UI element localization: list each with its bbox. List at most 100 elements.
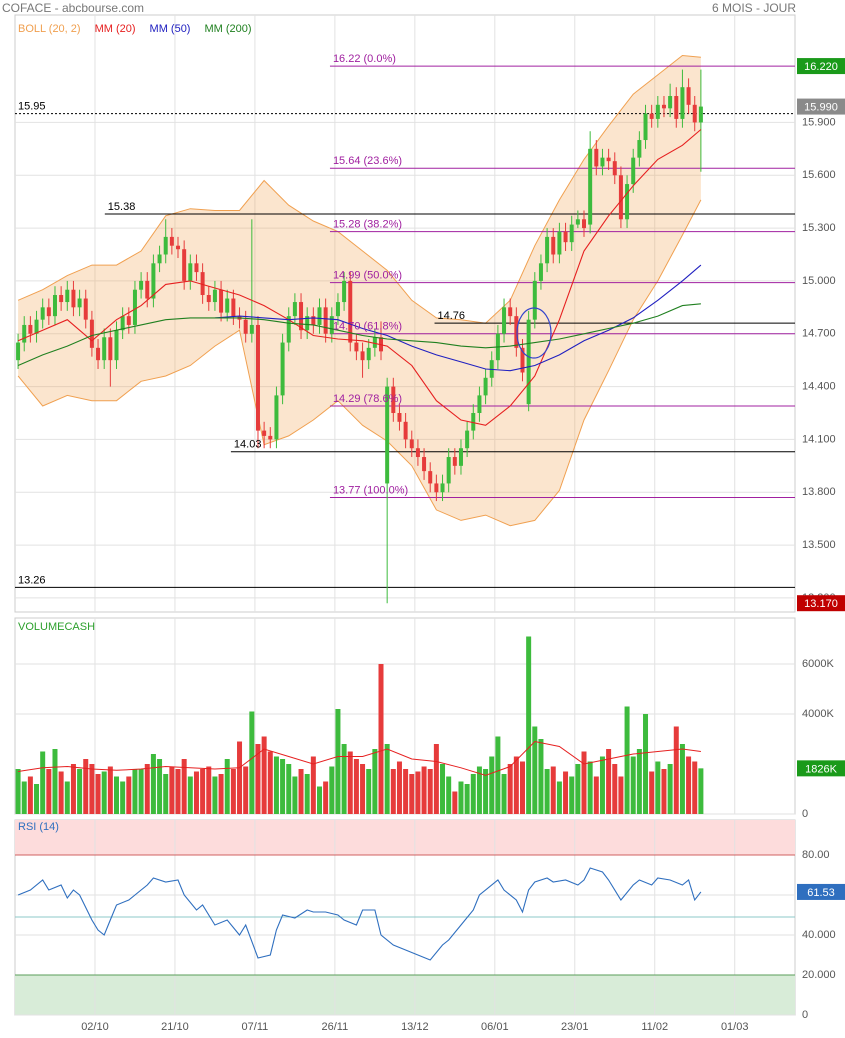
y-tick-label: 13.500 <box>802 539 836 551</box>
level-label: 13.77 (100.0%) <box>333 484 408 496</box>
candle-body <box>132 289 137 325</box>
value-badge-label: 16.220 <box>804 61 838 73</box>
candle-body <box>212 289 217 303</box>
x-tick-label: 21/10 <box>161 1021 189 1033</box>
rsi-zone <box>15 820 795 855</box>
volume-bar <box>341 744 347 814</box>
volume-bar <box>126 776 132 814</box>
moving-average <box>17 303 701 367</box>
volume-bar <box>310 756 316 814</box>
volume-bar <box>532 726 538 814</box>
volume-bar <box>544 769 550 814</box>
candle-body <box>434 483 439 493</box>
volume-bar <box>476 766 482 814</box>
volume-bar <box>316 786 322 814</box>
volume-bar <box>470 774 476 814</box>
value-badge <box>797 883 845 900</box>
volume-bar <box>673 726 679 814</box>
candle-body <box>96 347 101 361</box>
candle-body <box>465 430 470 449</box>
candle-body <box>102 337 107 361</box>
candle-body <box>606 157 611 162</box>
candle-body <box>225 298 230 313</box>
candle-body <box>89 319 94 348</box>
volume-bar <box>144 764 150 814</box>
volume-bar <box>138 769 144 814</box>
volume-bar <box>230 769 236 814</box>
candle-body <box>77 298 82 308</box>
panel-group <box>15 636 704 814</box>
value-badge-label: 15.990 <box>804 101 838 113</box>
volume-bar <box>34 784 40 814</box>
candle-body <box>188 263 193 281</box>
y-tick-label: 14.400 <box>802 380 836 392</box>
candle-body <box>243 319 248 334</box>
candle-body <box>372 337 377 348</box>
candle-body <box>317 307 322 325</box>
candle-body <box>71 289 76 308</box>
volume-bar <box>606 749 612 814</box>
volume-bar <box>113 776 119 814</box>
candle-body <box>397 413 402 422</box>
candle-body <box>268 435 273 440</box>
volume-bar <box>83 759 89 814</box>
volume-bar <box>329 766 335 814</box>
candle-body <box>551 236 556 255</box>
candle-body <box>477 395 482 413</box>
volume-bar <box>52 749 58 814</box>
candle-body <box>588 148 593 225</box>
candle-body <box>83 298 88 320</box>
candle-body <box>126 316 131 325</box>
candle-body <box>366 347 371 361</box>
volume-bar <box>280 759 286 814</box>
x-tick-label: 01/03 <box>721 1021 749 1033</box>
level-label: 16.22 (0.0%) <box>333 53 396 65</box>
candle-body <box>526 319 531 405</box>
value-badge <box>797 760 845 777</box>
volume-bar <box>483 769 489 814</box>
candle-body <box>557 231 562 255</box>
y-tick-label: 20.000 <box>802 969 836 981</box>
chart-title: COFACE - abcbourse.com <box>2 1 144 15</box>
volume-title: VOLUMECASH <box>18 621 95 633</box>
volume-bar <box>649 771 655 814</box>
volume-bar <box>353 759 359 814</box>
candle-body <box>625 184 630 220</box>
volume-bar <box>581 751 587 814</box>
volume-bar <box>489 756 495 814</box>
panel-group <box>15 854 795 976</box>
candle-body <box>299 302 304 331</box>
volume-bar <box>187 776 193 814</box>
y-tick-label: 0 <box>802 1009 808 1021</box>
volume-bar <box>372 749 378 814</box>
candle-body <box>692 104 697 123</box>
volume-bar <box>107 766 113 814</box>
volume-bar <box>686 756 692 814</box>
y-tick-label: 15.900 <box>802 116 836 128</box>
y-tick-label: 15.300 <box>802 222 836 234</box>
candle-body <box>538 263 543 281</box>
candle-body <box>415 448 420 458</box>
volume-bar <box>507 764 513 814</box>
bollinger-lower <box>17 199 702 527</box>
volume-bar <box>618 776 624 814</box>
candle-body <box>255 324 260 431</box>
background-layer <box>15 820 795 1015</box>
band-layer <box>17 54 702 527</box>
candle-body <box>323 307 328 334</box>
candle-body <box>612 161 617 176</box>
volume-bar <box>243 766 249 814</box>
legend-entry: MM (200) <box>204 23 251 35</box>
volume-bar <box>464 784 470 814</box>
candle-body <box>686 87 691 105</box>
y-tick-label: 15.600 <box>802 169 836 181</box>
volume-bar <box>89 764 95 814</box>
volume-bar <box>27 776 33 814</box>
volume-bar <box>157 759 163 814</box>
volume-bar <box>193 771 199 814</box>
candle-body <box>514 316 519 348</box>
level-label: 14.70 (61.8%) <box>333 321 402 333</box>
candle-body <box>305 316 310 331</box>
volume-bar <box>630 756 636 814</box>
